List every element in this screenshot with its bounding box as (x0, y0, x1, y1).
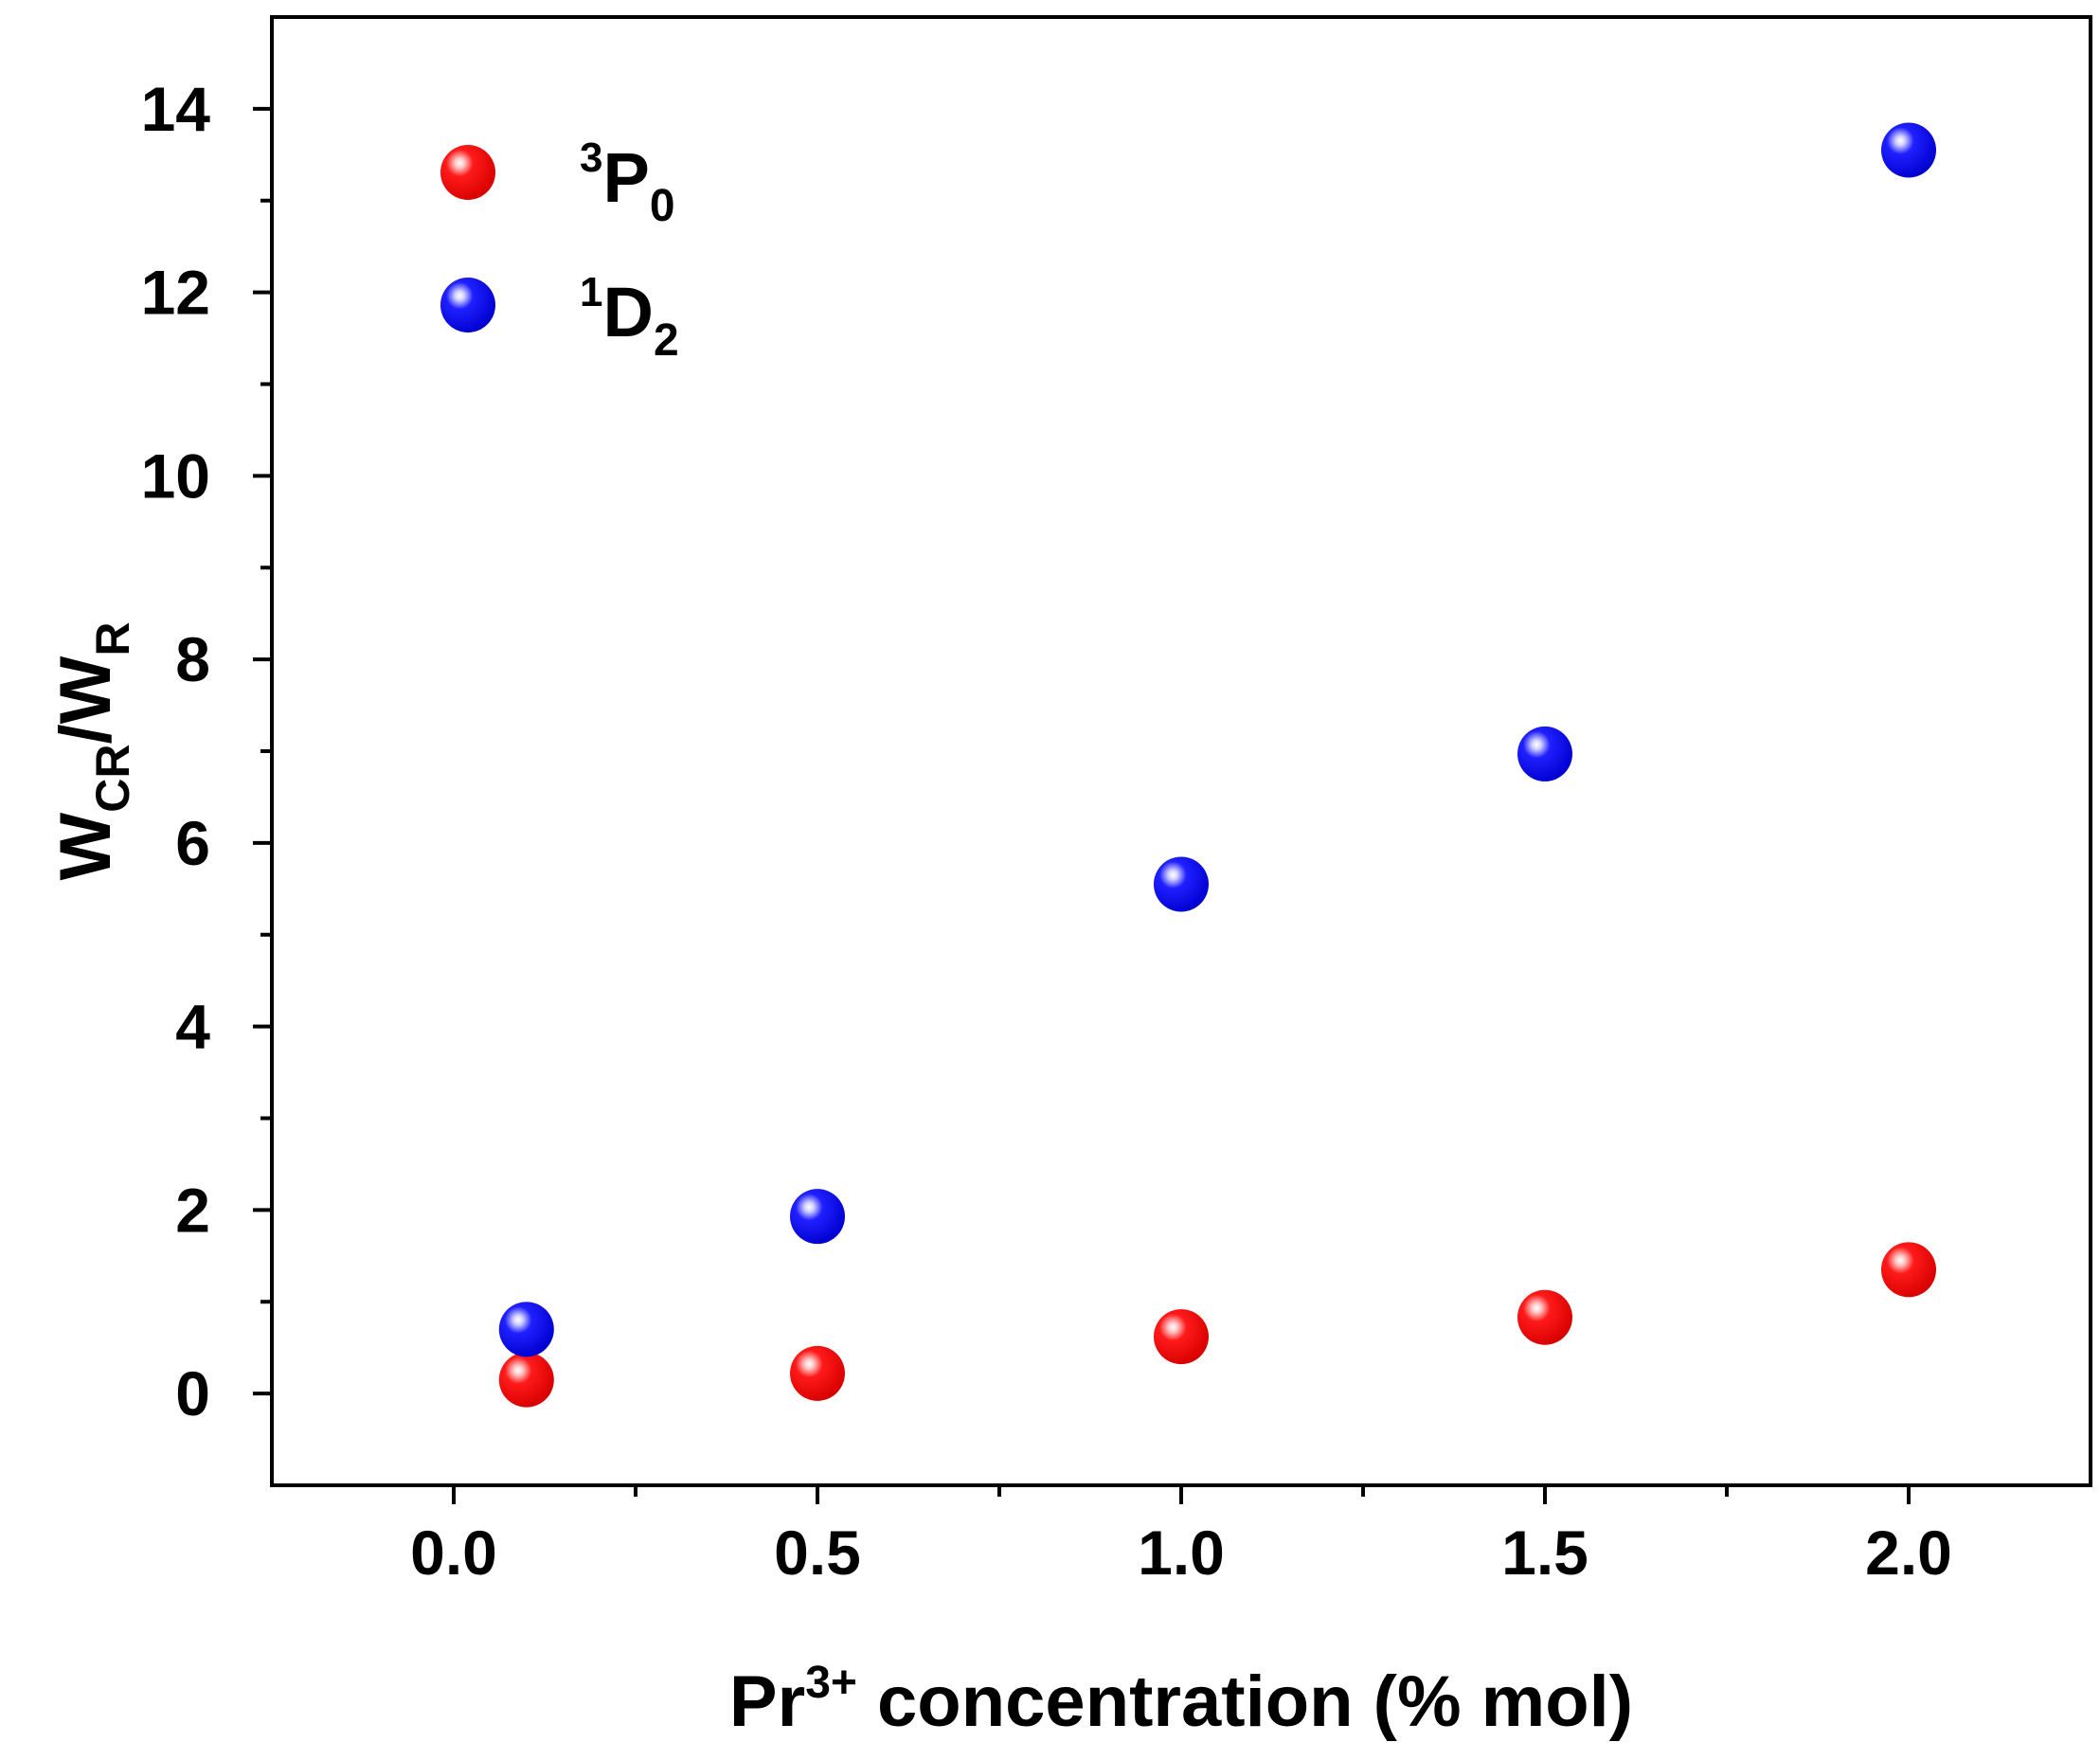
legend-item-3P0: 3P0 (440, 135, 675, 231)
legend-marker-1D2 (440, 278, 495, 332)
point-3P0-1 (790, 1345, 845, 1401)
point-1D2-4 (1881, 122, 1936, 178)
data-points (498, 122, 1936, 1408)
legend: 3P0 1D2 (440, 135, 679, 366)
x-axis: 0.0 0.5 1.0 1.5 2.0 (410, 1485, 1952, 1588)
y-tick-label: 10 (141, 440, 210, 511)
point-3P0-2 (1154, 1309, 1209, 1365)
x-tick-label: 1.0 (1138, 1518, 1225, 1588)
x-tick-label: 2.0 (1865, 1518, 1952, 1588)
point-1D2-0 (498, 1302, 554, 1357)
y-tick-label: 14 (141, 74, 211, 144)
y-axis: 0 2 4 6 8 10 12 14 (141, 74, 272, 1428)
point-1D2-3 (1517, 726, 1572, 781)
point-1D2-2 (1154, 856, 1209, 912)
legend-item-1D2: 1D2 (440, 269, 679, 366)
y-tick-label: 2 (175, 1175, 210, 1245)
y-tick-label: 6 (175, 808, 210, 878)
point-1D2-1 (790, 1189, 845, 1245)
legend-label-1D2: 1D2 (580, 269, 679, 366)
point-3P0-0 (498, 1352, 554, 1408)
plot-frame (270, 15, 2092, 1487)
legend-marker-3P0 (440, 145, 495, 200)
x-tick-label: 0.0 (410, 1518, 497, 1588)
legend-label-3P0: 3P0 (580, 135, 675, 231)
y-tick-label: 4 (175, 992, 210, 1062)
y-tick-label: 8 (175, 624, 210, 694)
point-3P0-4 (1881, 1242, 1936, 1298)
y-axis-title: WCR/WR (45, 622, 139, 881)
x-tick-label: 0.5 (774, 1518, 861, 1588)
x-axis-title: Pr3+ concentration (% mol) (729, 1658, 1633, 1742)
y-tick-label: 12 (141, 258, 210, 328)
point-3P0-3 (1517, 1289, 1572, 1345)
y-tick-label: 0 (175, 1358, 210, 1428)
x-tick-label: 1.5 (1501, 1518, 1588, 1588)
